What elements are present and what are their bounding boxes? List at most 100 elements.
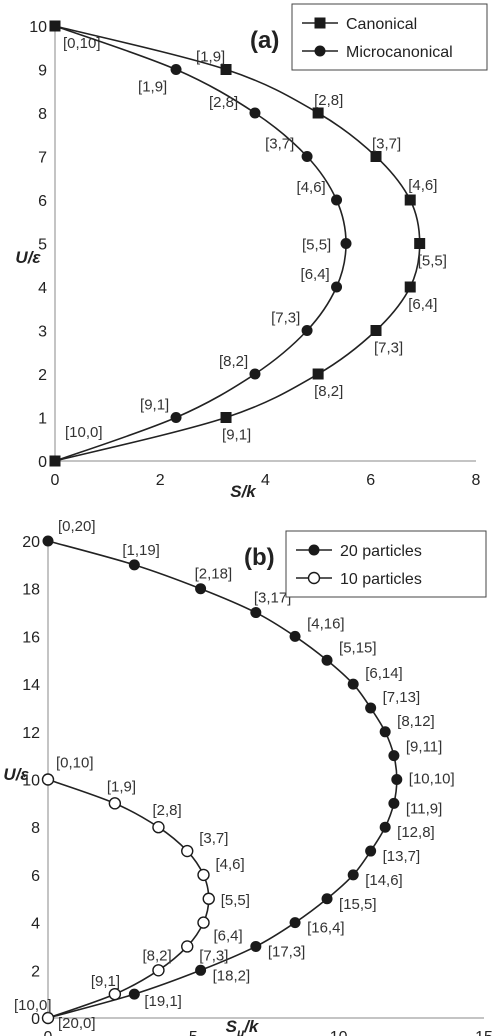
x-tick-label: 0 <box>51 472 60 489</box>
x-tick-label: 0 <box>44 1029 53 1036</box>
data-point-circle <box>170 412 182 423</box>
data-point-open-circle <box>41 773 55 786</box>
data-point-circle <box>49 455 61 467</box>
y-tick-label: 10 <box>22 773 40 790</box>
legend: 20 particles 10 particles <box>285 530 487 598</box>
data-point-circle <box>42 535 54 547</box>
data-label: [3,7] <box>372 136 401 153</box>
x-tick-label: 2 <box>156 472 165 489</box>
data-point-circle <box>170 64 182 75</box>
legend-marker-circle <box>308 544 320 556</box>
data-point-open-circle <box>108 987 122 1001</box>
data-label: [19,1] <box>144 993 182 1010</box>
y-tick-label: 6 <box>31 868 40 885</box>
data-point-open-circle <box>152 821 165 834</box>
panel-title: (b) <box>244 544 275 571</box>
data-label: [16,4] <box>307 920 345 937</box>
data-label: [12,8] <box>397 824 435 841</box>
y-tick-label: 4 <box>31 916 40 933</box>
data-label: [6,14] <box>365 665 403 682</box>
data-label: [3,7] <box>265 136 294 153</box>
data-point-circle <box>365 845 377 857</box>
y-tick-label: 1 <box>38 411 47 428</box>
x-tick-label: 10 <box>330 1029 348 1036</box>
y-tick-label: 2 <box>38 367 47 384</box>
x-tick-label: 4 <box>261 472 270 489</box>
data-label: [9,1] <box>222 427 251 444</box>
data-point-circle <box>331 281 343 293</box>
data-label: [0,10] <box>63 35 101 52</box>
data-point-open-circle <box>197 916 210 929</box>
data-label: [4,6] <box>408 177 437 194</box>
legend-label: 20 particles <box>340 543 422 560</box>
y-tick-label: 4 <box>38 280 47 297</box>
x-axis-label: S/k <box>230 482 257 501</box>
legend-marker-open-circle <box>307 571 321 585</box>
y-tick-label: 3 <box>38 324 47 341</box>
data-point-circle <box>128 559 140 571</box>
data-point-circle <box>49 20 61 32</box>
series-line <box>54 25 421 462</box>
data-label: [17,3] <box>268 943 306 960</box>
data-label: [6,4] <box>214 928 243 945</box>
data-point-circle <box>250 607 262 619</box>
y-tick-label: 0 <box>38 454 47 471</box>
data-point-circle <box>250 940 262 952</box>
series-2: [9,1] [8,2] [7,3] [6,4] [5,5] [4,6] [3,7] [2,8]… <box>49 20 352 467</box>
data-label: [9,1] <box>140 397 169 414</box>
y-axis-label: U/ε <box>3 765 29 784</box>
y-tick-label: 14 <box>22 677 40 694</box>
y-tick-label: 8 <box>31 820 40 837</box>
data-point-circle <box>388 797 400 809</box>
y-tick-label: 10 <box>29 19 47 36</box>
data-point-circle <box>321 654 333 666</box>
data-point-open-circle <box>202 892 215 905</box>
data-label: [7,3] <box>271 310 300 327</box>
data-label: [8,2] <box>219 353 248 370</box>
data-label: [8,2] <box>314 383 343 400</box>
series-1: [20,0] [19,1] [18,2] [17,3][16,4] [15,5] [14,… <box>42 518 455 1032</box>
data-point-square <box>220 64 232 75</box>
data-label: [14,6] <box>365 872 403 889</box>
data-label: [7,3] <box>374 340 403 357</box>
legend-box <box>285 530 487 598</box>
data-point-circle <box>249 107 261 119</box>
legend: Canonical Microcanonical <box>291 3 488 71</box>
data-point-circle <box>379 821 391 833</box>
legend-box <box>291 3 488 71</box>
data-point-circle <box>331 194 343 206</box>
series-2: [10,0] [9,1] [8,2] [7,3] [6,4] [5,5] [4,6] [3,7… <box>14 755 250 1025</box>
series-line <box>47 540 398 1019</box>
x-tick-label: 15 <box>475 1029 493 1036</box>
y-tick-label: 5 <box>38 237 47 254</box>
data-label: [5,5] <box>302 237 331 254</box>
x-tick-label: 8 <box>472 472 481 489</box>
data-label: [11,9] <box>406 800 442 817</box>
legend-label: 10 particles <box>340 571 422 588</box>
data-point-circle <box>347 678 359 690</box>
data-point-open-circle <box>181 940 194 953</box>
data-point-circle <box>321 893 333 905</box>
data-label: [7,3] <box>199 947 228 964</box>
data-label: [9,11] <box>406 739 442 756</box>
y-tick-label: 20 <box>22 534 40 551</box>
data-point-open-circle <box>108 797 122 810</box>
x-tick-label: 6 <box>366 472 375 489</box>
x-tick-label: 5 <box>189 1029 198 1036</box>
panel-title: (a) <box>250 27 279 54</box>
y-tick-label: 0 <box>31 1011 40 1028</box>
y-tick-label: 16 <box>22 629 40 646</box>
data-point-square <box>312 368 324 380</box>
x-axis-label: Sμ/k <box>226 1017 260 1036</box>
legend-label: Canonical <box>346 16 417 33</box>
data-label: [3,17] <box>254 590 292 607</box>
legend-marker-square <box>314 17 326 29</box>
y-tick-label: 7 <box>38 150 47 167</box>
data-label: [9,1] <box>91 973 120 990</box>
data-label: [18,2] <box>213 967 251 984</box>
data-label: [13,7] <box>383 848 421 865</box>
data-label: [0,20] <box>58 518 96 535</box>
data-point-circle <box>128 988 140 1000</box>
data-point-circle <box>195 583 207 595</box>
data-point-circle <box>340 238 352 249</box>
